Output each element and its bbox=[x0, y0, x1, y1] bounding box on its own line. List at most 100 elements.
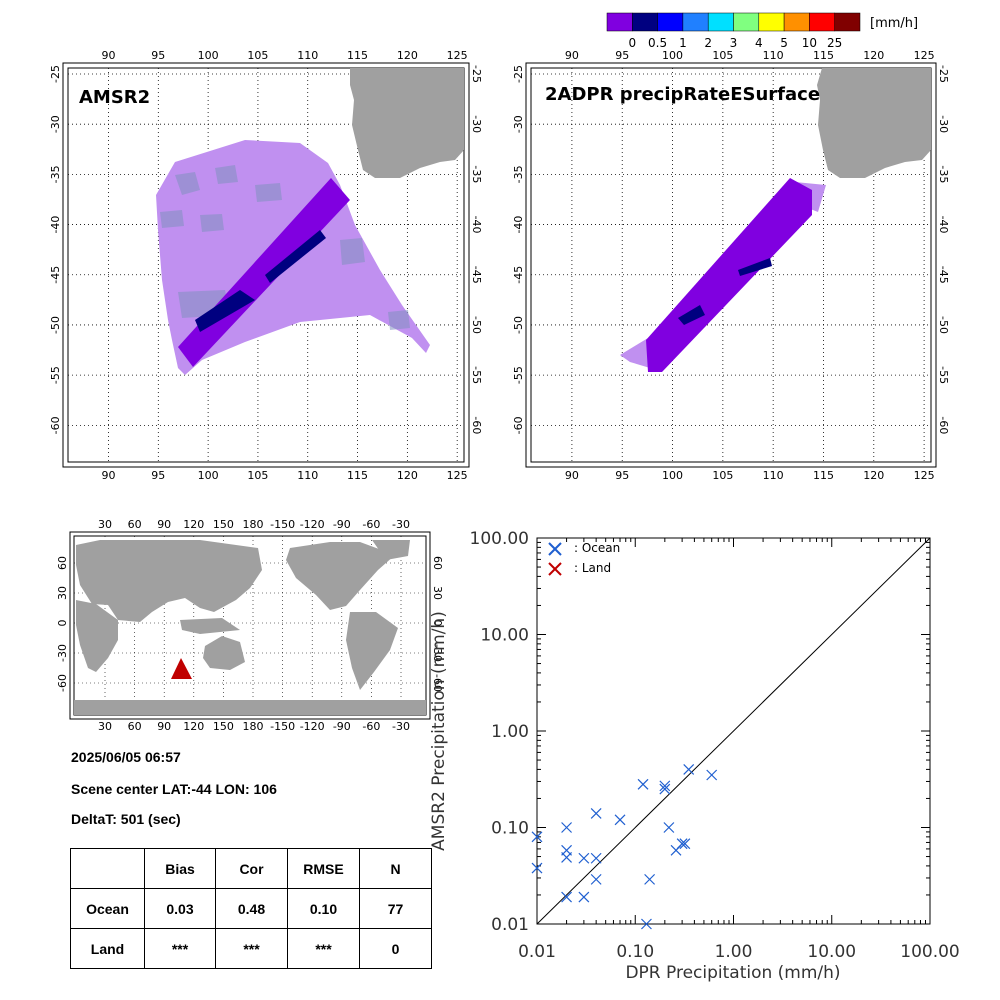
table-header-cell: N bbox=[359, 848, 432, 889]
latitude-tick-label: -50 bbox=[937, 316, 950, 334]
longitude-tick-label: 105 bbox=[712, 49, 733, 62]
one-to-one-line bbox=[536, 537, 931, 925]
world-map-panel: 30 30 60 60 90 90 120 120 150 150 180 180 -150 -150 -1… bbox=[56, 518, 444, 733]
colorbar-swatch bbox=[632, 12, 658, 32]
colorbar-swatch bbox=[682, 12, 709, 32]
cloud-patch bbox=[215, 165, 238, 184]
colorbar-tick-label: 3 bbox=[730, 36, 738, 50]
map-grid: 90 90 95 95 100 100 105 105 110 110 115 115 120 120 12… bbox=[49, 49, 483, 482]
longitude-tick-label: 120 bbox=[863, 469, 884, 482]
colorbar-swatch bbox=[783, 12, 810, 32]
latitude-tick-label: -30 bbox=[937, 115, 950, 133]
land-australia bbox=[817, 68, 931, 178]
latitude-tick-label: -45 bbox=[512, 266, 525, 284]
longitude-tick-label: -90 bbox=[333, 518, 351, 531]
legend-ocean-label: : Ocean bbox=[574, 541, 620, 555]
latitude-tick-label: -60 bbox=[512, 416, 525, 434]
latitude-tick-label: -55 bbox=[512, 366, 525, 384]
latitude-tick-label: -30 bbox=[470, 115, 483, 133]
longitude-tick-label: 95 bbox=[615, 469, 629, 482]
longitude-tick-label: 100 bbox=[198, 49, 219, 62]
colorbar-swatch bbox=[606, 12, 633, 32]
longitude-tick-label: 120 bbox=[397, 469, 418, 482]
latitude-tick-label: -30 bbox=[431, 644, 444, 662]
longitude-tick-label: 110 bbox=[763, 49, 784, 62]
latitude-tick-label: -25 bbox=[470, 65, 483, 83]
cloud-patch bbox=[388, 310, 410, 330]
latitude-tick-label: -55 bbox=[49, 366, 62, 384]
latitude-tick-label: -60 bbox=[56, 674, 69, 692]
land-africa bbox=[76, 600, 118, 672]
longitude-tick-label: 120 bbox=[863, 49, 884, 62]
longitude-tick-label: 105 bbox=[712, 469, 733, 482]
colorbar-swatch bbox=[657, 12, 684, 32]
latitude-tick-label: -50 bbox=[49, 316, 62, 334]
ocean-data-point bbox=[663, 822, 675, 833]
heavy-rain-core bbox=[265, 230, 326, 283]
table-cell: 0.03 bbox=[144, 888, 216, 929]
legend-ocean-marker bbox=[548, 542, 562, 556]
latitude-tick-label: 0 bbox=[431, 620, 444, 627]
scene-center: Scene center LAT:-44 LON: 106 bbox=[71, 781, 277, 797]
scatter-axes: 0.01 0.01 0.10 0.10 1.00 1.00 10.00 10.00 100.00… bbox=[470, 529, 960, 962]
ocean-data-point bbox=[531, 831, 543, 843]
longitude-tick-label: -150 bbox=[270, 518, 295, 531]
x-tick-label: 100.00 bbox=[900, 942, 959, 962]
ocean-data-point bbox=[637, 778, 649, 790]
ocean-data-point bbox=[676, 838, 688, 850]
latitude-tick-label: -35 bbox=[470, 165, 483, 183]
dpr-precip-field: 2ADPR precipRateESurface bbox=[545, 68, 931, 372]
ocean-data-point bbox=[590, 852, 602, 864]
land-australia bbox=[203, 636, 245, 670]
map-title: AMSR2 bbox=[79, 87, 150, 108]
x-tick-label: 10.00 bbox=[807, 942, 856, 962]
latitude-tick-label: -25 bbox=[49, 65, 62, 83]
cloud-patch bbox=[255, 183, 282, 202]
y-tick-label: 1.00 bbox=[491, 722, 529, 742]
longitude-tick-label: 110 bbox=[297, 49, 318, 62]
colorbar-swatch bbox=[809, 12, 835, 32]
land-eurasia bbox=[76, 540, 262, 622]
longitude-tick-label: 150 bbox=[213, 720, 234, 733]
legend-land-label: : Land bbox=[574, 561, 611, 575]
longitude-tick-label: 30 bbox=[98, 720, 112, 733]
ocean-data-point bbox=[659, 780, 671, 792]
latitude-tick-label: 60 bbox=[56, 556, 69, 570]
longitude-tick-label: -60 bbox=[362, 518, 380, 531]
latitude-tick-label: -35 bbox=[512, 165, 525, 183]
longitude-tick-label: 110 bbox=[763, 469, 784, 482]
longitude-tick-label: 125 bbox=[914, 469, 935, 482]
latitude-tick-label: -25 bbox=[937, 65, 950, 83]
longitude-tick-label: 110 bbox=[297, 469, 318, 482]
longitude-tick-label: 100 bbox=[198, 469, 219, 482]
ocean-data-point bbox=[590, 873, 602, 885]
longitude-tick-label: 95 bbox=[615, 49, 629, 62]
world-map-grid: 30 30 60 60 90 90 120 120 150 150 180 180 -150 -150 -1… bbox=[56, 518, 444, 733]
latitude-tick-label: 60 bbox=[431, 556, 444, 570]
ocean-data-point bbox=[641, 918, 652, 930]
map-title: 2ADPR precipRateESurface bbox=[545, 84, 820, 105]
light-rain-area bbox=[620, 338, 655, 368]
colorbar-tick-label: 0.5 bbox=[648, 36, 667, 50]
table-cell: 0.10 bbox=[287, 888, 360, 929]
longitude-tick-label: 100 bbox=[662, 49, 683, 62]
x-axis-label: DPR Precipitation (mm/h) bbox=[625, 963, 840, 983]
y-tick-label: 100.00 bbox=[470, 529, 529, 549]
colorbar-tick-label: 2 bbox=[704, 36, 712, 50]
latitude-tick-label: 0 bbox=[56, 620, 69, 627]
longitude-tick-label: 90 bbox=[565, 469, 579, 482]
latitude-tick-label: -40 bbox=[512, 216, 525, 234]
y-tick-label: 0.01 bbox=[491, 915, 529, 935]
colorbar-tick-label: 4 bbox=[755, 36, 763, 50]
latitude-tick-label: -60 bbox=[937, 416, 950, 434]
ocean-data-point bbox=[644, 873, 656, 885]
latitude-tick-label: -50 bbox=[470, 316, 483, 334]
latitude-tick-label: -60 bbox=[431, 674, 444, 692]
ocean-data-point bbox=[561, 891, 573, 903]
colorbar-tick-label: 1 bbox=[679, 36, 687, 50]
longitude-tick-label: 90 bbox=[102, 469, 116, 482]
latitude-tick-label: -40 bbox=[470, 216, 483, 234]
ocean-data-point bbox=[590, 807, 602, 819]
x-tick-label: 0.10 bbox=[616, 942, 654, 962]
longitude-tick-label: -30 bbox=[392, 720, 410, 733]
